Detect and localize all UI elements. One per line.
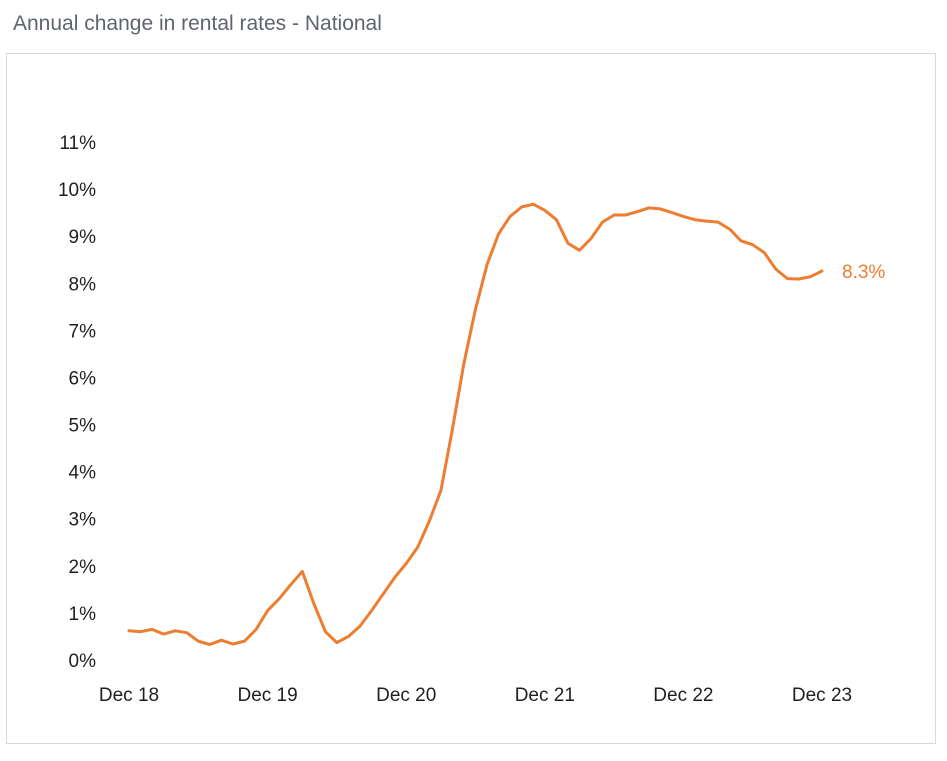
x-tick-label: Dec 22	[653, 685, 713, 706]
chart-title: Annual change in rental rates - National	[13, 12, 382, 35]
y-tick-label: 6%	[69, 368, 97, 389]
y-tick-label: 4%	[69, 463, 97, 484]
y-tick-label: 7%	[69, 321, 97, 342]
x-tick-label: Dec 19	[237, 685, 297, 706]
plot-area: 8.3%	[127, 202, 885, 646]
y-tick-label: 11%	[59, 133, 96, 154]
y-tick-label: 3%	[69, 510, 97, 531]
y-tick-label: 10%	[58, 180, 96, 201]
x-tick-label: Dec 18	[99, 685, 159, 706]
y-axis: 0% 1% 2% 3% 4% 5% 6% 7% 8% 9% 10% 11%	[58, 133, 96, 672]
x-tick-label: Dec 21	[515, 685, 575, 706]
series-line	[127, 202, 824, 646]
chart-panel	[6, 53, 936, 744]
y-tick-label: 1%	[69, 604, 97, 625]
y-tick-label: 0%	[69, 651, 97, 672]
x-tick-label: Dec 20	[376, 685, 436, 706]
x-tick-label: Dec 23	[792, 685, 852, 706]
x-axis: Dec 18 Dec 19 Dec 20 Dec 21 Dec 22 Dec 23	[99, 685, 852, 706]
y-tick-label: 8%	[69, 274, 97, 295]
y-tick-label: 5%	[69, 416, 97, 437]
end-value-label: 8.3%	[842, 262, 885, 283]
y-tick-label: 2%	[69, 557, 97, 578]
y-tick-label: 9%	[69, 227, 97, 248]
